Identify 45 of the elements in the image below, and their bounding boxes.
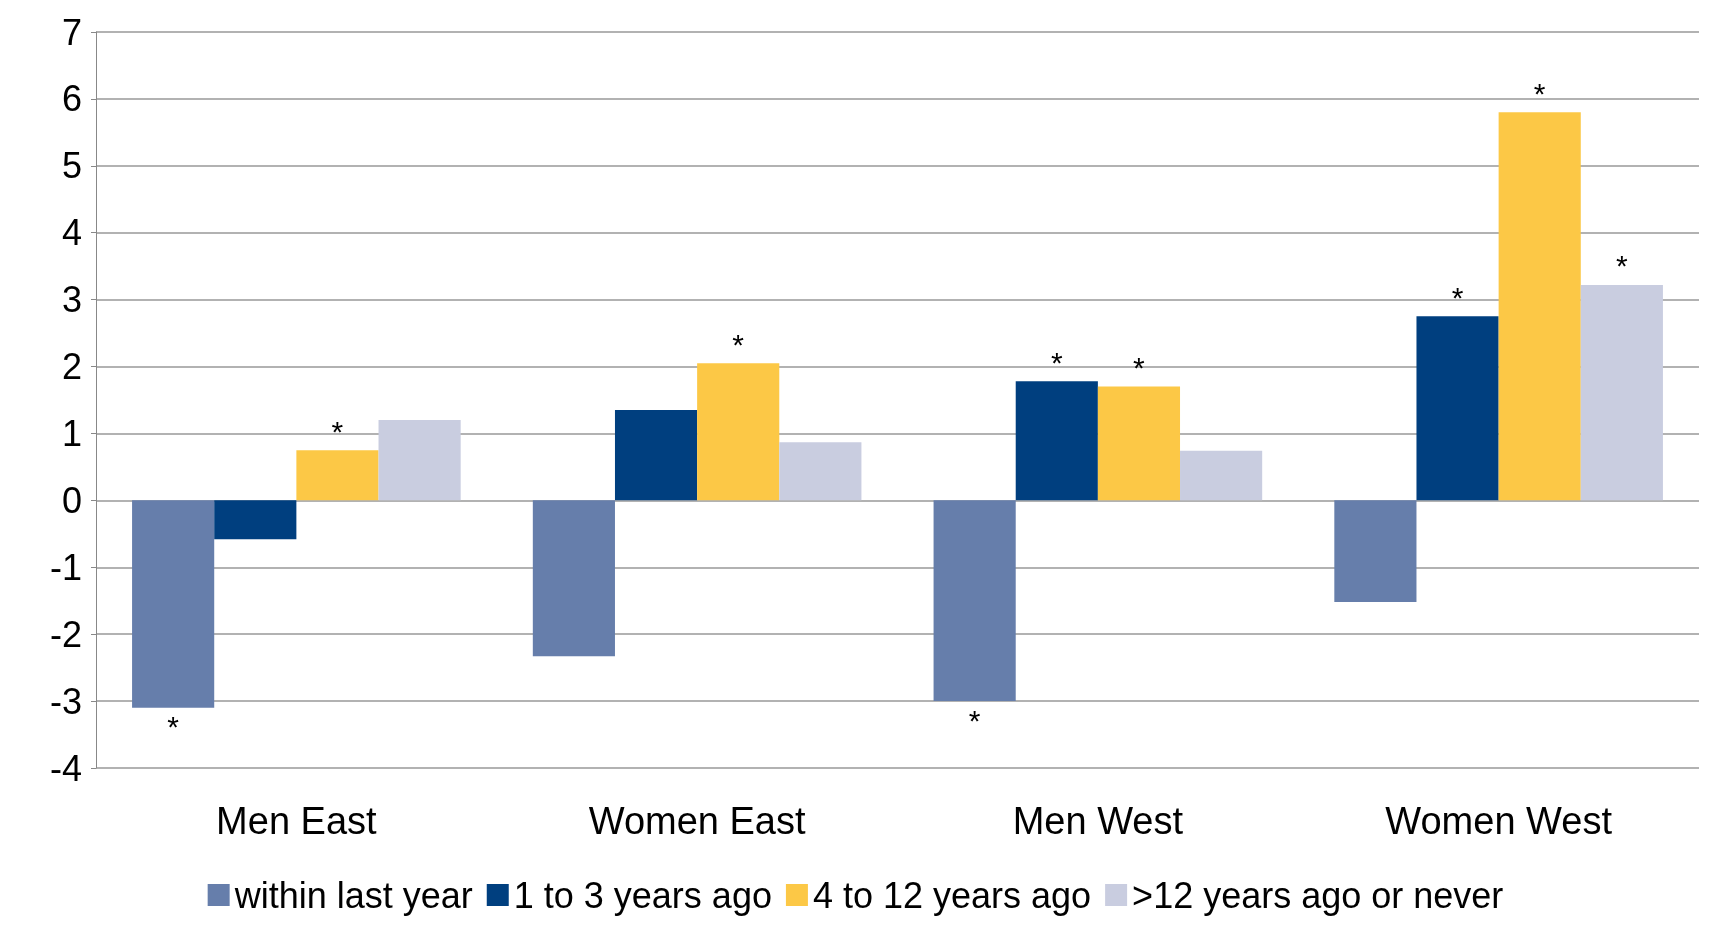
x-tick-label: Men West xyxy=(1012,800,1184,842)
bar xyxy=(378,420,461,501)
data-label: * xyxy=(1050,345,1063,379)
y-tick-label: -1 xyxy=(49,546,82,588)
bar xyxy=(132,500,215,708)
bar xyxy=(1180,450,1263,501)
y-tick-label: -3 xyxy=(49,680,82,722)
legend-label: >12 years ago or never xyxy=(1132,874,1504,916)
y-tick-label: 5 xyxy=(61,145,82,187)
y-tick-label: 3 xyxy=(61,279,82,321)
x-tick-label: Women West xyxy=(1385,800,1613,842)
bar xyxy=(1580,284,1663,501)
bar xyxy=(697,363,780,501)
data-label: * xyxy=(331,414,344,448)
bar xyxy=(614,410,698,501)
legend-label: 4 to 12 years ago xyxy=(812,874,1092,916)
bar xyxy=(296,450,379,501)
y-tick-label: 2 xyxy=(61,346,82,388)
bar xyxy=(1416,316,1499,501)
data-label: * xyxy=(1616,249,1629,283)
bar xyxy=(214,500,297,540)
y-tick-label: 6 xyxy=(61,78,82,120)
data-label: * xyxy=(167,710,180,744)
y-tick-label: 0 xyxy=(61,479,82,521)
bar xyxy=(779,442,862,501)
bar xyxy=(933,500,1016,702)
y-tick-label: -4 xyxy=(49,747,82,789)
data-label: * xyxy=(1533,76,1546,110)
data-label: * xyxy=(968,703,981,737)
legend-label: within last year xyxy=(233,874,473,916)
y-tick-label: 7 xyxy=(61,11,82,53)
bar xyxy=(1334,500,1417,603)
x-tick-label: Women East xyxy=(588,800,806,842)
y-tick-label: 4 xyxy=(61,212,82,254)
bar xyxy=(1097,386,1181,501)
data-label: * xyxy=(1451,280,1464,314)
bar xyxy=(532,500,615,657)
data-label: * xyxy=(1133,351,1146,385)
y-tick-label: 1 xyxy=(61,412,82,454)
x-tick-label: Men East xyxy=(216,800,378,842)
legend-label: 1 to 3 years ago xyxy=(513,874,772,916)
data-label: * xyxy=(732,327,745,361)
y-tick-label: -2 xyxy=(49,613,82,655)
bar xyxy=(1498,112,1581,501)
bar xyxy=(1015,381,1098,501)
